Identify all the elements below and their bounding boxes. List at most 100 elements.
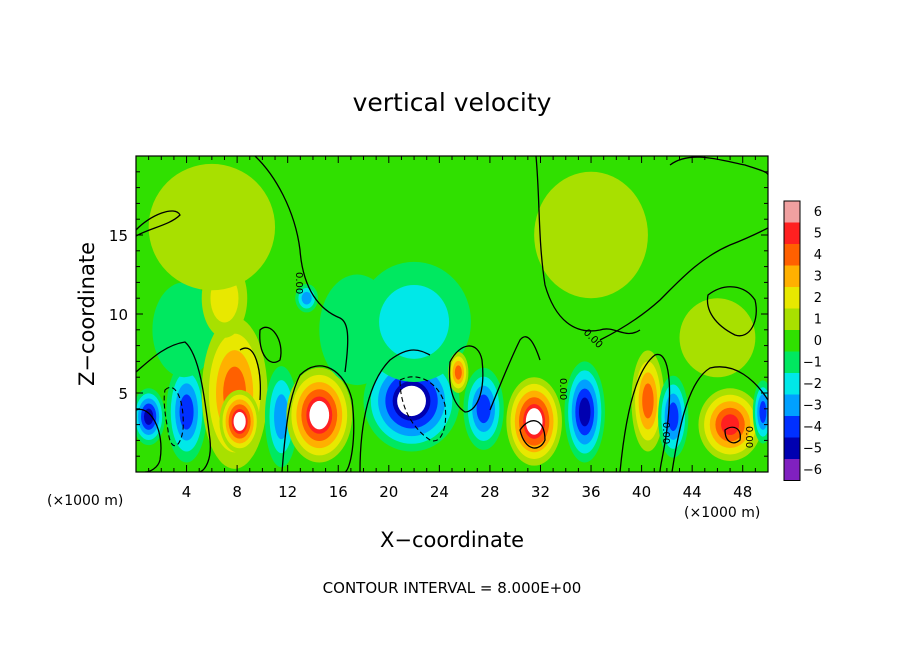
heat-band [148,163,276,291]
contour-line [136,341,211,472]
heat-cell [679,298,756,378]
colorbar-label: −3 [803,398,822,413]
x-tick-label: 12 [278,483,297,501]
x-tick-marks [148,156,756,472]
x-tick-label: 20 [379,483,398,501]
heat-band [534,171,648,299]
colorbar-label: 5 [814,226,822,241]
heat-band [759,400,767,423]
heat-core [525,408,543,435]
colorbar-label: −5 [803,441,822,456]
x-tick-label: 4 [182,483,192,501]
colorbar-label: −4 [803,420,822,435]
contour-line [489,336,541,411]
x-tick-label: 24 [430,483,449,501]
colorbar-swatch [784,351,800,373]
colorbar-swatch [784,437,800,459]
colorbar-swatch [784,330,800,352]
heat-band [578,397,591,427]
x-unit-label-left: (×1000 m) [47,493,123,509]
colorbar-label: 2 [814,291,822,306]
heat-cell [564,361,605,463]
colorbar-swatch [784,201,800,223]
contour-line [448,345,484,413]
y-tick-labels: 5 10 15 [109,227,128,403]
y-tick-marks [136,171,768,457]
colorbar-label: 6 [814,205,822,220]
heat-core [397,385,426,417]
heat-cell [136,388,166,446]
heat-cell [534,171,648,299]
x-tick-label: 36 [581,483,600,501]
heat-band [274,394,289,440]
heat-cell [506,377,562,466]
contour-interval-note: CONTOUR INTERVAL = 8.000E+00 [323,579,582,597]
heat-cell [463,367,504,450]
heat-band [679,298,756,378]
colorbar-label: 1 [814,312,822,327]
contour-line-negative [399,376,447,442]
colorbar-label: −6 [803,463,822,478]
contour-line [254,156,349,373]
contour-label: 0.00 [293,272,304,294]
colorbar-label: −1 [803,355,822,370]
plot-area: 0.00 0.00 0.00 0.00 0.00 [135,155,769,473]
colorbar-swatch [784,308,800,330]
heat-band [476,394,491,424]
y-tick-label: 5 [118,385,128,403]
heat-cell [698,388,762,461]
heat-band [379,284,450,359]
contour-line [519,420,546,449]
heat-cell [148,163,276,291]
colorbar-swatch [784,222,800,244]
x-tick-label: 16 [329,483,348,501]
contour-line-negative [163,387,184,447]
contour-line [724,426,741,444]
colorbar-swatch [784,244,800,266]
x-tick-labels: 4 8 12 16 20 24 28 32 36 40 44 48 [182,483,752,501]
heat-cell [295,283,319,313]
contour-line [136,408,162,472]
x-tick-label: 44 [683,483,702,501]
x-tick-label: 32 [531,483,550,501]
contour-line [619,353,671,472]
x-axis-label: X−coordinate [380,528,524,552]
contour-line [706,286,757,337]
x-unit-label-right: (×1000 m) [684,505,760,521]
contour-line [259,326,282,363]
heat-cell [264,366,298,468]
heat-band [721,414,740,435]
colorbar-label: 3 [814,269,822,284]
contour-lines: 0.00 0.00 0.00 0.00 0.00 [136,156,768,472]
heat-cell [752,380,768,444]
x-tick-label: 8 [232,483,242,501]
heat-band [454,365,462,380]
colorbar-swatch [784,287,800,309]
heat-cell [658,375,689,458]
heat-cell [219,389,260,454]
colorbar-swatch [784,373,800,395]
contour-line [671,366,768,472]
heat-core [233,411,246,431]
colorbar-label: 4 [814,248,822,263]
x-tick-label: 28 [480,483,499,501]
heat-band [152,282,216,378]
heat-cell [286,367,353,463]
heat-band [301,291,312,305]
y-tick-label: 15 [109,227,128,245]
contour-label: 0.00 [660,422,671,444]
heat-band [143,408,154,425]
colorbar-swatch [784,265,800,287]
heat-band [179,394,194,430]
chart-title: vertical velocity [353,88,552,117]
heat-band [667,402,679,431]
colorbar: 6 5 4 3 2 1 0 −1 −2 −3 −4 −5 −6 [783,200,822,481]
contour-line [239,347,261,401]
heat-band [642,383,654,419]
y-tick-label: 10 [109,306,128,324]
colorbar-label: 0 [814,334,822,349]
y-axis-label: Z−coordinate [75,242,99,386]
contour-line [281,365,355,472]
colorbar-swatch [784,416,800,438]
x-tick-label: 48 [733,483,752,501]
